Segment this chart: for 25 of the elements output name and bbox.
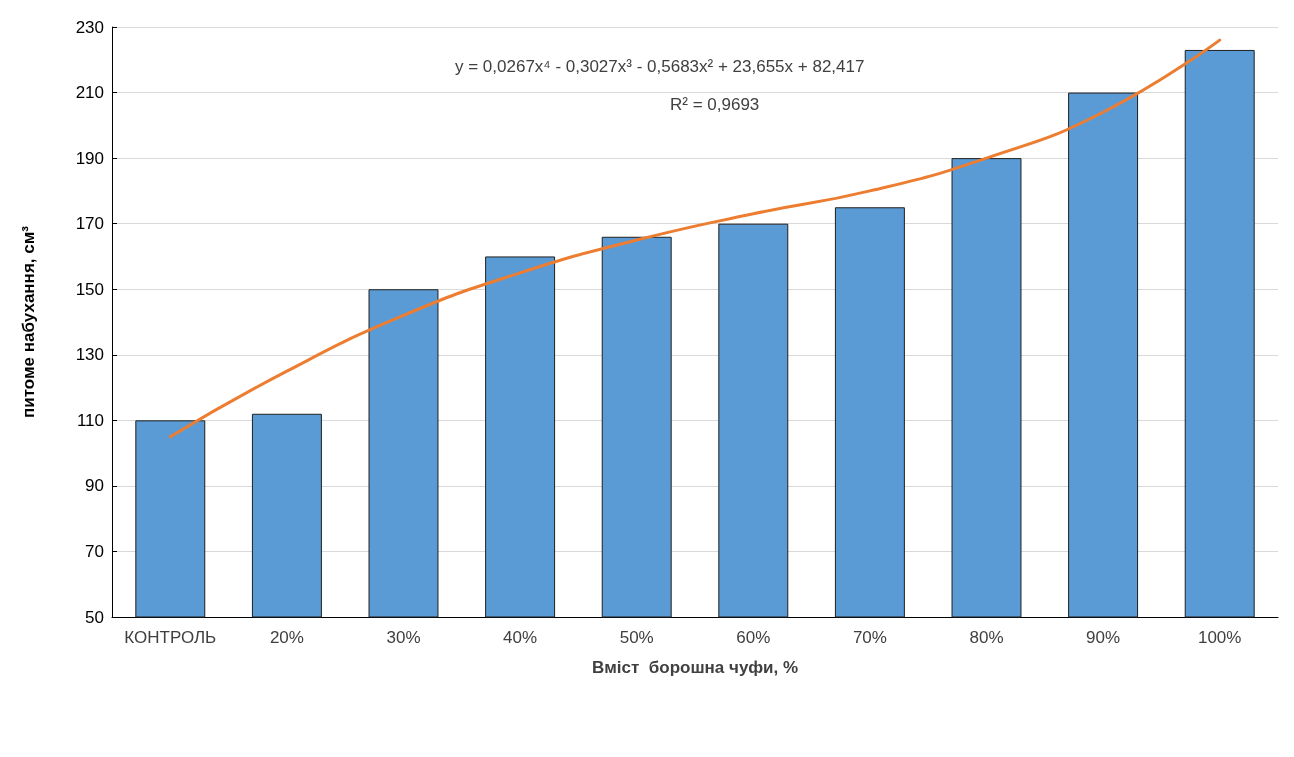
x-tick-label: 20% xyxy=(269,628,304,647)
y-tick-label: 130 xyxy=(75,345,104,365)
annotation: R² = 0,9693 xyxy=(670,95,760,114)
x-axis-title: Вміст борошна чуфи, % xyxy=(591,658,799,677)
x-tick-label: 100% xyxy=(1197,628,1242,647)
y-tick-label: 50 xyxy=(85,607,104,627)
y-tick-label: 90 xyxy=(85,476,104,496)
y-tick-label: 70 xyxy=(85,541,104,561)
x-tick-label: 50% xyxy=(619,628,654,647)
y-tick-label: 230 xyxy=(75,17,104,37)
x-tick-label: 40% xyxy=(503,628,538,647)
y-tick-label: 110 xyxy=(76,410,104,430)
x-tick-label: 30% xyxy=(386,628,421,647)
y-axis-title: питоме набухання, см³ xyxy=(19,225,38,418)
y-tick-label: 210 xyxy=(75,83,104,103)
y-tick-label: 190 xyxy=(75,148,104,168)
x-tick-label: 60% xyxy=(736,628,771,647)
y-tick-label: 170 xyxy=(75,214,104,234)
x-tick-label: 90% xyxy=(1086,628,1121,647)
x-tick-label: КОНТРОЛЬ xyxy=(124,628,217,647)
x-tick-label: 80% xyxy=(969,628,1004,647)
annotation: y = 0,0267x⁴ - 0,3027x³ - 0,5683x² + 23,655x + 82,417 xyxy=(455,57,865,76)
line-series xyxy=(168,38,1222,439)
y-tick-label: 150 xyxy=(75,279,104,299)
x-tick-label: 70% xyxy=(852,628,887,647)
